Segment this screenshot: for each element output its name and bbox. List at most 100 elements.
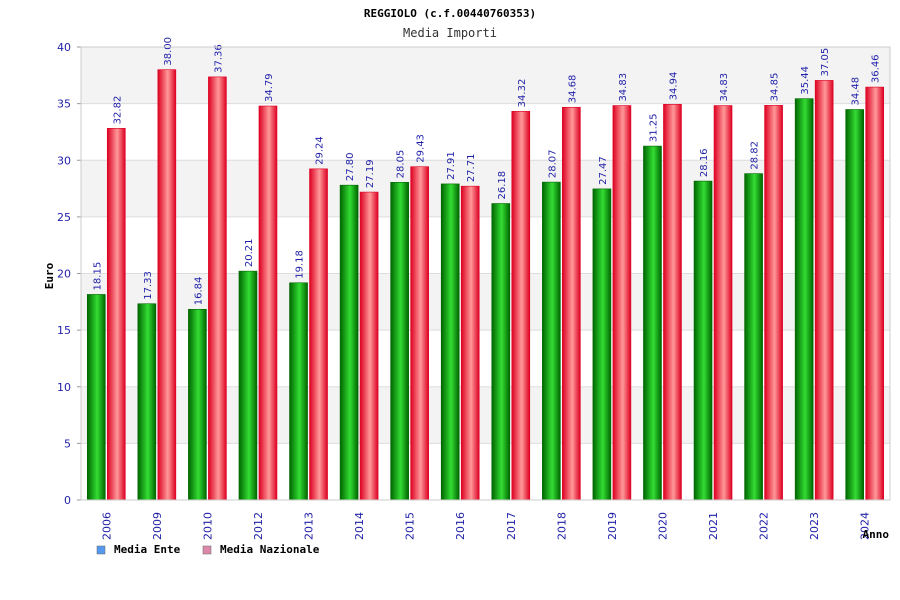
- bar-media-ente-2020: [643, 145, 662, 501]
- value-label-media-nazionale-2013: 29.24: [315, 136, 326, 165]
- bar-media-nazionale-2016: [460, 185, 480, 501]
- chart-subtitle: Media Importi: [403, 26, 497, 40]
- value-label-media-ente-2013: 19.18: [295, 250, 306, 279]
- x-tick-label-2017: 2017: [505, 512, 518, 540]
- x-tick-label-2012: 2012: [252, 512, 265, 540]
- bar-media-ente-2014: [339, 184, 359, 501]
- x-axis-label: Anno: [863, 528, 890, 541]
- value-label-media-ente-2012: 20.21: [244, 238, 255, 267]
- value-label-media-ente-2020: 31.25: [648, 113, 659, 142]
- y-tick-label: 10: [57, 381, 71, 394]
- bar-media-ente-2009: [137, 303, 157, 501]
- x-tick-label-2018: 2018: [555, 512, 568, 540]
- x-tick-label-2021: 2021: [707, 512, 720, 540]
- bar-media-nazionale-2009: [157, 69, 177, 501]
- x-tick-label-2020: 2020: [656, 512, 669, 540]
- x-tick-label-2010: 2010: [201, 512, 214, 540]
- bar-media-nazionale-2006: [106, 128, 126, 501]
- bar-media-nazionale-2024: [865, 86, 885, 501]
- y-tick-label: 15: [57, 324, 71, 337]
- legend-label-media-nazionale: Media Nazionale: [220, 543, 320, 556]
- legend-swatch-media-ente: [96, 545, 106, 555]
- bar-media-ente-2021: [693, 180, 713, 501]
- y-axis-label: Euro: [43, 262, 56, 289]
- bar-media-nazionale-2019: [612, 105, 632, 501]
- value-label-media-ente-2014: 27.80: [345, 153, 356, 182]
- bar-media-ente-2018: [542, 181, 561, 501]
- plot-frame: [80, 46, 891, 501]
- x-tick-label-2016: 2016: [454, 512, 467, 540]
- y-axis-ticks: 0 5 10 15 20 25 30 35 40: [57, 41, 81, 507]
- value-labels: 18.15 32.82 17.33 38.00 16.84 37.36 20.21 34.79…: [92, 37, 881, 305]
- bar-media-nazionale-2015: [410, 166, 429, 501]
- y-tick-label: 25: [57, 211, 71, 224]
- bar-media-nazionale-2013: [309, 168, 328, 501]
- value-label-media-nazionale-2018: 34.68: [567, 75, 578, 104]
- value-label-media-nazionale-2021: 34.83: [719, 73, 730, 102]
- value-label-media-ente-2024: 34.48: [851, 77, 862, 106]
- legend-swatch-media-nazionale: [202, 545, 212, 555]
- value-label-media-ente-2019: 27.47: [598, 156, 609, 185]
- value-label-media-nazionale-2017: 34.32: [517, 79, 528, 108]
- chart-title: REGGIOLO (c.f.00440760353): [364, 7, 536, 20]
- value-label-media-nazionale-2009: 38.00: [163, 37, 174, 66]
- bar-media-ente-2012: [238, 270, 258, 501]
- value-label-media-nazionale-2023: 37.05: [820, 48, 831, 77]
- value-label-media-ente-2016: 27.91: [446, 151, 457, 180]
- x-tick-label-2014: 2014: [353, 512, 366, 540]
- y-tick-label: 30: [57, 154, 71, 167]
- value-label-media-ente-2021: 28.16: [699, 148, 710, 177]
- bar-media-ente-2022: [744, 173, 763, 501]
- bar-media-ente-2017: [491, 203, 511, 501]
- bar-media-ente-2023: [794, 98, 814, 501]
- x-tick-label-2019: 2019: [606, 512, 619, 540]
- bar-media-nazionale-2010: [208, 76, 227, 501]
- y-tick-label: 0: [64, 494, 71, 507]
- value-label-media-ente-2018: 28.07: [547, 149, 558, 178]
- x-tick-label-2023: 2023: [808, 512, 821, 540]
- value-label-media-ente-2023: 35.44: [800, 66, 811, 95]
- value-label-media-nazionale-2019: 34.83: [618, 73, 629, 102]
- value-label-media-nazionale-2014: 27.19: [365, 159, 376, 188]
- bar-media-ente-2015: [390, 182, 409, 501]
- y-tick-label: 35: [57, 98, 71, 111]
- value-label-media-nazionale-2020: 34.94: [668, 72, 679, 101]
- bar-media-nazionale-2020: [663, 104, 682, 501]
- x-tick-label-2009: 2009: [151, 512, 164, 540]
- y-tick-label: 5: [64, 437, 71, 450]
- bar-media-ente-2006: [86, 294, 106, 501]
- bar-media-nazionale-2014: [359, 191, 379, 501]
- value-label-media-ente-2017: 26.18: [497, 171, 508, 200]
- bar-media-nazionale-2017: [511, 111, 531, 501]
- value-label-media-nazionale-2010: 37.36: [213, 44, 224, 73]
- x-tick-label-2022: 2022: [758, 512, 771, 540]
- y-tick-label: 20: [57, 268, 71, 281]
- value-label-media-ente-2015: 28.05: [396, 150, 407, 179]
- y-tick-label: 40: [57, 41, 71, 54]
- x-tick-label-2015: 2015: [404, 512, 417, 540]
- value-label-media-ente-2009: 17.33: [143, 271, 154, 300]
- value-label-media-nazionale-2012: 34.79: [264, 73, 275, 102]
- x-axis-ticks: 2006 2009 2010 2012 2013 2014 2015 2016 2017 2018…: [100, 512, 871, 540]
- value-label-media-nazionale-2006: 32.82: [112, 96, 123, 125]
- value-label-media-ente-2006: 18.15: [92, 262, 103, 291]
- bar-media-nazionale-2023: [814, 80, 834, 501]
- bar-media-nazionale-2012: [258, 105, 278, 501]
- bar-media-ente-2019: [592, 188, 612, 501]
- bar-media-ente-2010: [188, 308, 207, 501]
- bar-media-nazionale-2021: [713, 105, 733, 501]
- bar-media-ente-2013: [289, 282, 308, 501]
- bar-media-nazionale-2018: [562, 106, 581, 501]
- x-tick-label-2006: 2006: [100, 512, 113, 540]
- value-label-media-nazionale-2016: 27.71: [466, 154, 477, 183]
- legend-label-media-ente: Media Ente: [114, 543, 181, 556]
- x-tick-label-2013: 2013: [303, 512, 316, 540]
- value-label-media-ente-2022: 28.82: [750, 141, 761, 170]
- value-label-media-nazionale-2022: 34.85: [770, 73, 781, 102]
- legend: Media Ente Media Nazionale: [96, 543, 320, 556]
- value-label-media-nazionale-2024: 36.46: [871, 54, 882, 83]
- bar-media-ente-2024: [845, 109, 865, 501]
- x-tick-label-2024: 2024: [859, 512, 872, 540]
- value-label-media-ente-2010: 16.84: [193, 277, 204, 306]
